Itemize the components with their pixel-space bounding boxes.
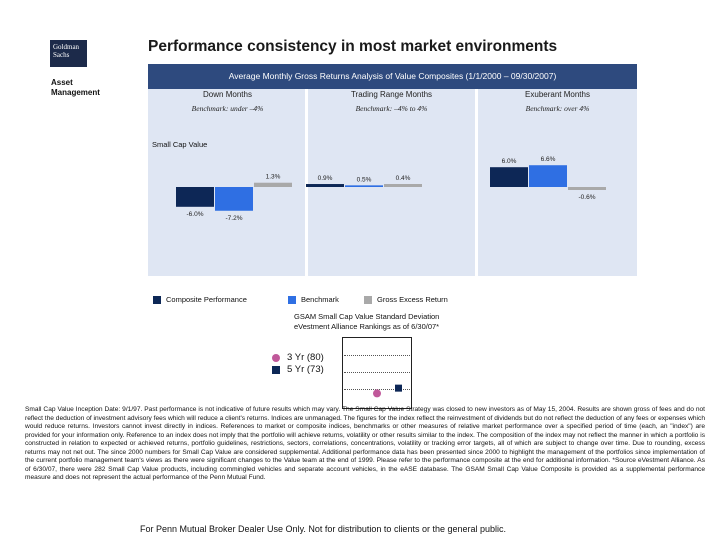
rankings-legend: 3 Yr (80) 5 Yr (73)	[272, 352, 324, 376]
quartile-line	[344, 372, 410, 373]
bar-data-label: -6.0%	[187, 211, 204, 218]
bar-data-label: 6.0%	[502, 158, 517, 165]
chart-subtitle: Small Cap Value	[152, 140, 208, 149]
logo-line-1: Goldman	[53, 43, 80, 51]
legend-composite: Composite Performance	[153, 295, 247, 305]
bar-composite-performance-1	[306, 184, 344, 187]
rank-marker-5yr	[395, 384, 402, 392]
footer-note: For Penn Mutual Broker Dealer Use Only. …	[140, 524, 507, 534]
rankings-markers	[373, 384, 402, 398]
column-benchmark-down: Benchmark: under –4%	[191, 104, 264, 113]
bar-data-label: 6.6%	[541, 156, 556, 163]
slide-title: Performance consistency in most market e…	[148, 38, 558, 55]
rank-label-5yr: 5 Yr (73)	[287, 364, 324, 375]
legend-excess: Gross Excess Return	[364, 295, 448, 305]
disclaimer-text: Small Cap Value Inception Date: 9/1/97. …	[25, 406, 705, 482]
column-divider	[305, 89, 308, 276]
rank-label-3yr: 3 Yr (80)	[287, 352, 324, 363]
bar-benchmark-2	[529, 165, 567, 187]
am-line-2: Management	[51, 88, 100, 97]
bar-data-label: 0.4%	[396, 175, 411, 182]
rank-legend-3yr: 3 Yr (80)	[272, 352, 324, 364]
logo-line-2: Sachs	[53, 51, 70, 59]
bar-data-label: -7.2%	[226, 215, 243, 222]
bar-gross-excess-return-0	[254, 182, 292, 187]
goldman-sachs-logo: Goldman Sachs	[50, 40, 87, 67]
rankings-title: GSAM Small Cap Value Standard Deviation …	[294, 312, 439, 332]
bar-data-label: 0.5%	[357, 176, 372, 183]
navy-square-icon	[272, 366, 280, 374]
legend-swatch-benchmark	[288, 296, 296, 305]
asset-management-label: Asset Management	[51, 78, 100, 98]
column-title-exuberant: Exuberant Months	[525, 90, 590, 99]
legend-label-excess: Gross Excess Return	[377, 295, 448, 304]
bar-composite-performance-0	[176, 187, 214, 207]
rankings-title-line-2: eVestment Alliance Rankings as of 6/30/0…	[294, 322, 440, 331]
rank-legend-5yr: 5 Yr (73)	[272, 364, 324, 376]
column-title-trading: Trading Range Months	[350, 90, 433, 99]
legend-label-composite: Composite Performance	[166, 295, 247, 304]
quartile-line	[344, 355, 410, 356]
column-divider	[475, 89, 478, 276]
legend-swatch-composite	[153, 296, 161, 305]
column-benchmark-exuberant: Benchmark: over 4%	[525, 104, 590, 113]
bar-data-label: 0.9%	[318, 175, 333, 182]
am-line-1: Asset	[51, 78, 73, 87]
pink-dot-icon	[272, 354, 280, 362]
bar-benchmark-0	[215, 187, 253, 211]
column-title-down: Down Months	[203, 90, 252, 99]
rankings-title-line-1: GSAM Small Cap Value Standard Deviation	[294, 312, 440, 321]
bar-benchmark-1	[345, 185, 383, 187]
rank-marker-3yr	[373, 389, 381, 398]
legend-benchmark: Benchmark	[288, 295, 339, 305]
bar-data-label: -0.6%	[579, 194, 596, 201]
legend-swatch-excess	[364, 296, 372, 305]
bar-gross-excess-return-2	[568, 187, 606, 190]
panel-header: Average Monthly Gross Returns Analysis o…	[148, 64, 637, 89]
bar-composite-performance-2	[490, 167, 528, 187]
column-benchmark-trading: Benchmark: –4% to 4%	[355, 104, 428, 113]
legend-label-benchmark: Benchmark	[301, 295, 339, 304]
bar-data-label: 1.3%	[266, 174, 281, 181]
bar-gross-excess-return-1	[384, 184, 422, 187]
bar-chart: -6.0% -7.2% 1.3% 0.9% 0.5% 0.4% 6.0% 6.6% -0.6%	[176, 156, 606, 222]
